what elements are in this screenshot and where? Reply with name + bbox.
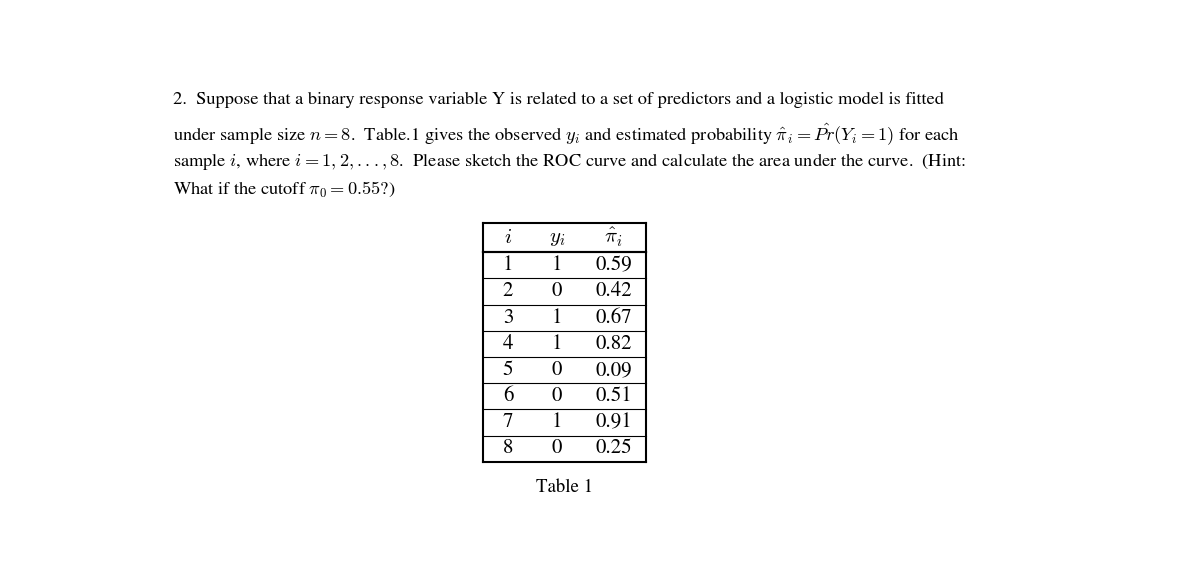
- Text: 4: 4: [503, 334, 514, 354]
- Text: 0.82: 0.82: [595, 334, 631, 354]
- Text: 0.42: 0.42: [595, 282, 631, 301]
- Text: 1: 1: [552, 308, 562, 328]
- Text: 0.67: 0.67: [595, 308, 631, 328]
- Text: 5: 5: [503, 360, 514, 380]
- Text: 0.51: 0.51: [595, 386, 632, 406]
- Text: 0: 0: [552, 282, 562, 301]
- Text: 1: 1: [552, 334, 562, 354]
- Text: Table 1: Table 1: [536, 478, 593, 496]
- Text: 0: 0: [552, 360, 562, 380]
- Text: 0: 0: [552, 439, 562, 458]
- Text: sample $i$, where $i = 1, 2, ..., 8$.  Please sketch the ROC curve and calculate: sample $i$, where $i = 1, 2, ..., 8$. Pl…: [173, 151, 966, 171]
- Text: 1: 1: [552, 255, 562, 275]
- Text: $i$: $i$: [504, 228, 512, 247]
- Text: under sample size $n = 8$.  Table.1 gives the observed $y_i$ and estimated proba: under sample size $n = 8$. Table.1 gives…: [173, 121, 960, 147]
- Text: 1: 1: [552, 412, 562, 432]
- Text: $\hat{\pi}_i$: $\hat{\pi}_i$: [604, 226, 623, 250]
- Text: 0.09: 0.09: [595, 360, 631, 380]
- Text: 2: 2: [503, 282, 514, 301]
- Text: 6: 6: [503, 386, 514, 406]
- Text: 2.  Suppose that a binary response variable Y is related to a set of predictors : 2. Suppose that a binary response variab…: [173, 92, 944, 108]
- Text: 3: 3: [503, 308, 514, 328]
- Text: What if the cutoff $\pi_0 = 0.55$?): What if the cutoff $\pi_0 = 0.55$?): [173, 180, 396, 199]
- Text: 1: 1: [503, 255, 514, 275]
- Text: $y_i$: $y_i$: [548, 228, 565, 247]
- Text: 0.91: 0.91: [595, 412, 632, 432]
- Text: 0.25: 0.25: [595, 439, 631, 458]
- Text: 8: 8: [503, 439, 514, 458]
- Text: 0.59: 0.59: [595, 255, 632, 275]
- Text: 0: 0: [552, 386, 562, 406]
- Text: 7: 7: [503, 412, 514, 432]
